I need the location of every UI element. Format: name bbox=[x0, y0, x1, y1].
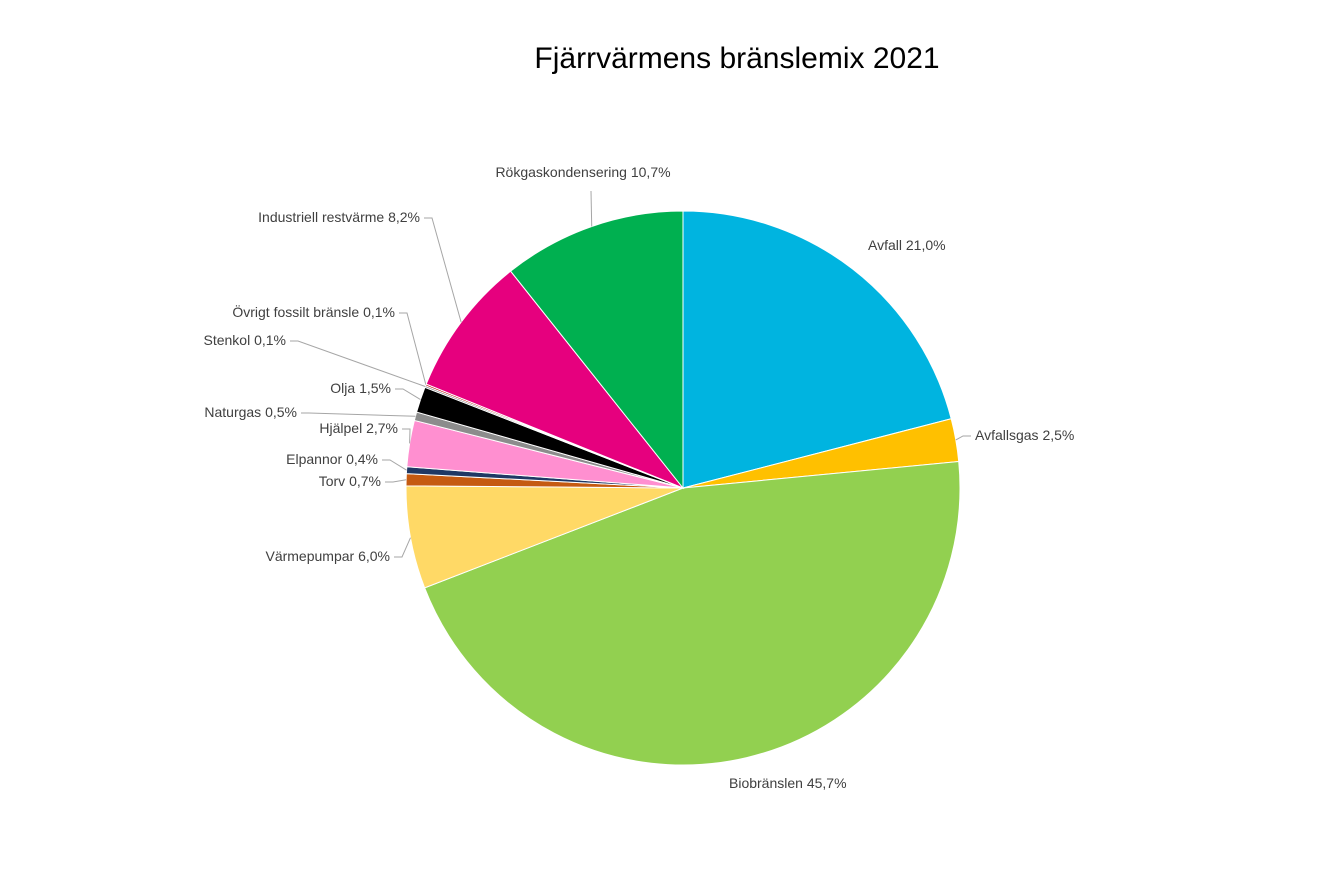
pie-slice bbox=[682, 210, 952, 489]
leader-line bbox=[290, 340, 426, 388]
category-name: Elpannor bbox=[286, 451, 342, 467]
value-label: 0,1% bbox=[254, 332, 286, 348]
category-name: Torv bbox=[319, 473, 345, 489]
category-name: Avfall bbox=[868, 237, 902, 253]
value-label: 0,7% bbox=[349, 473, 381, 489]
data-label: Naturgas 0,5% bbox=[204, 404, 297, 420]
category-name: Avfallsgas bbox=[975, 427, 1039, 443]
data-label: Rökgaskondensering 10,7% bbox=[495, 164, 670, 180]
leader-line bbox=[955, 435, 971, 441]
leader-line bbox=[402, 428, 411, 444]
pie-slice bbox=[423, 460, 961, 766]
category-name: Biobränslen bbox=[729, 775, 803, 791]
data-label: Avfall 21,0% bbox=[868, 237, 946, 253]
category-name: Hjälpel bbox=[319, 420, 362, 436]
data-label: Industriell restvärme 8,2% bbox=[258, 209, 420, 225]
category-name: Naturgas bbox=[204, 404, 261, 420]
data-label: Elpannor 0,4% bbox=[286, 451, 378, 467]
category-name: Värmepumpar bbox=[265, 548, 354, 564]
category-name: Övrigt fossilt bränsle bbox=[232, 303, 359, 320]
data-label: Övrigt fossilt bränsle 0,1% bbox=[232, 303, 395, 320]
value-label: 45,7% bbox=[807, 775, 847, 791]
data-label: Hjälpel 2,7% bbox=[319, 420, 398, 436]
pie-slice bbox=[425, 270, 685, 490]
category-name: Industriell restvärme bbox=[258, 209, 384, 225]
leader-line bbox=[382, 459, 407, 471]
category-name: Rökgaskondensering bbox=[495, 164, 627, 180]
data-label: Värmepumpar 6,0% bbox=[265, 548, 390, 564]
value-label: 0,1% bbox=[363, 304, 395, 320]
leader-line bbox=[385, 479, 407, 483]
leader-line bbox=[394, 537, 411, 558]
leader-line bbox=[399, 312, 427, 386]
value-label: 8,2% bbox=[388, 209, 420, 225]
value-label: 1,5% bbox=[359, 380, 391, 396]
leader-line bbox=[395, 388, 421, 401]
data-label: Biobränslen 45,7% bbox=[729, 775, 847, 791]
data-label: Olja 1,5% bbox=[330, 380, 391, 396]
value-label: 0,5% bbox=[265, 404, 297, 420]
leader-line bbox=[301, 412, 416, 417]
category-name: Stenkol bbox=[203, 332, 250, 348]
value-label: 6,0% bbox=[358, 548, 390, 564]
chart-title: Fjärrvärmens bränslemix 2021 bbox=[534, 42, 939, 75]
value-label: 2,7% bbox=[366, 420, 398, 436]
value-label: 21,0% bbox=[906, 237, 946, 253]
value-label: 10,7% bbox=[631, 164, 671, 180]
category-name: Olja bbox=[330, 380, 355, 396]
leader-line bbox=[424, 217, 462, 323]
data-label: Torv 0,7% bbox=[319, 473, 381, 489]
leader-line bbox=[590, 190, 593, 227]
data-label: Stenkol 0,1% bbox=[203, 332, 286, 348]
value-label: 2,5% bbox=[1042, 427, 1074, 443]
data-label: Avfallsgas 2,5% bbox=[975, 427, 1074, 443]
value-label: 0,4% bbox=[346, 451, 378, 467]
